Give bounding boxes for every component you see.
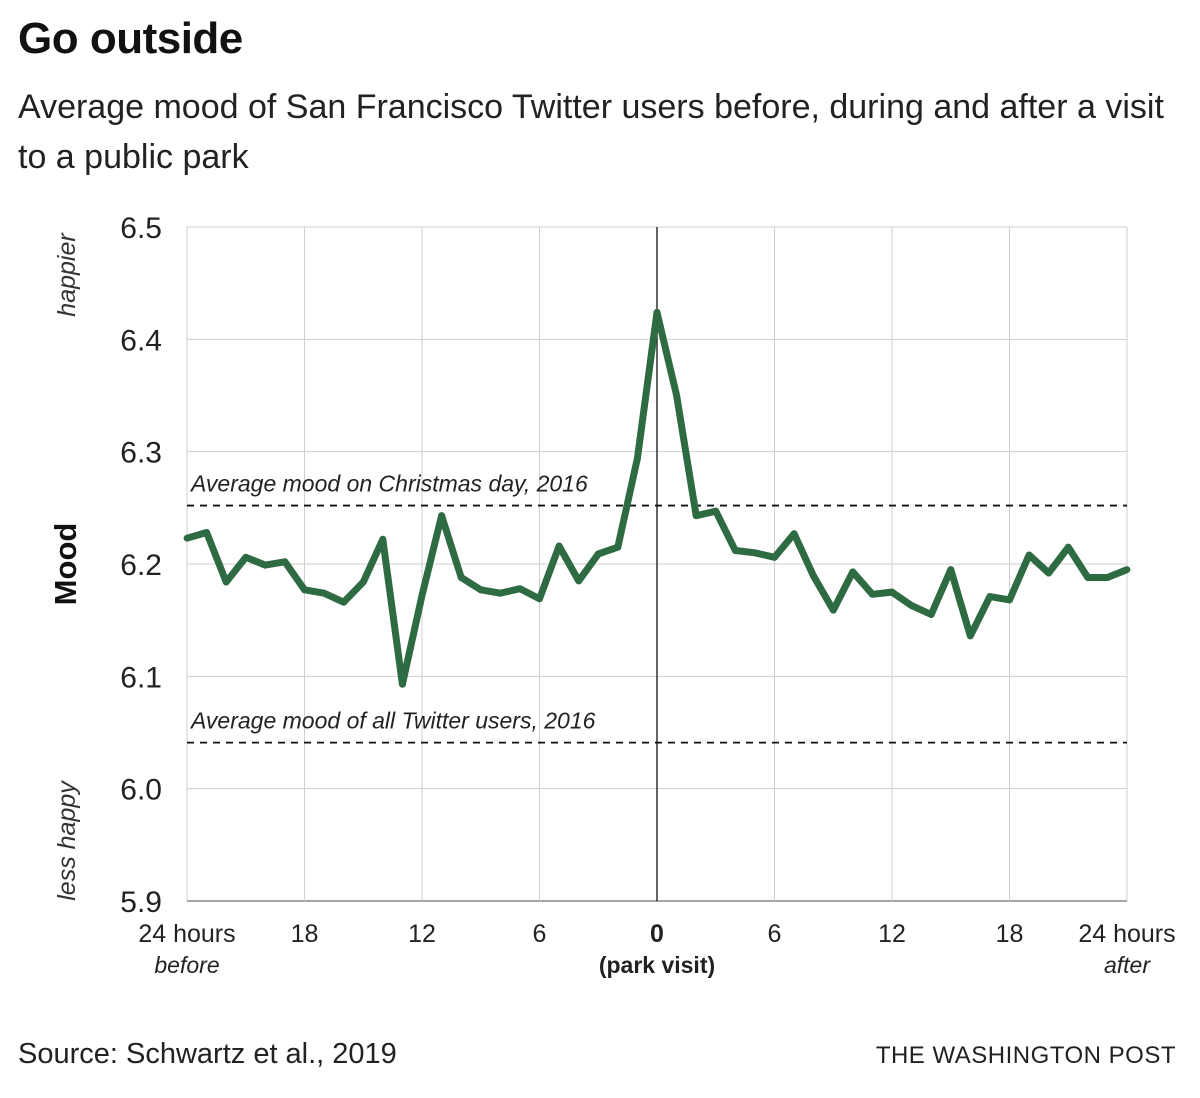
mood-data-point	[790, 530, 798, 538]
mood-data-point	[496, 589, 504, 597]
reference-line-label: Average mood of all Twitter users, 2016	[189, 708, 596, 734]
mood-data-point	[340, 598, 348, 606]
y-tick-label: 6.5	[120, 212, 162, 245]
mood-data-point	[653, 308, 661, 316]
y-axis-hint-top: happier	[53, 232, 81, 317]
x-tick-label: 6	[533, 920, 547, 948]
x-tick-label: 24 hours	[138, 920, 235, 948]
x-tick-label: 6	[768, 920, 782, 948]
mood-data-point	[457, 574, 465, 581]
mood-data-point	[1064, 543, 1072, 551]
x-tick-label: 18	[291, 920, 319, 948]
mood-data-point	[771, 553, 778, 561]
x-tick-label: 12	[878, 920, 906, 948]
reference-lines: Average mood on Christmas day, 2016 Avera…	[187, 471, 1127, 744]
mood-data-point	[301, 586, 308, 594]
y-tick-label: 6.4	[120, 324, 162, 357]
mood-data-point	[829, 606, 837, 614]
mood-data-point	[222, 578, 230, 586]
mood-data-point	[477, 586, 485, 594]
x-tick-sublabel: before	[154, 952, 219, 978]
y-tick-label: 5.9	[120, 886, 162, 919]
mood-data-point	[536, 595, 543, 603]
mood-data-point	[673, 392, 680, 399]
mood-data-point	[379, 535, 387, 543]
grid	[186, 226, 1128, 902]
mood-data-point	[359, 578, 367, 586]
mood-data-point	[281, 558, 289, 566]
y-axis: 5.9 6.0 6.1 6.2 6.3 6.4 6.5	[120, 212, 162, 919]
mood-data-point	[927, 611, 935, 618]
y-axis-title: Mood	[48, 523, 83, 606]
reference-line-label: Average mood on Christmas day, 2016	[189, 471, 588, 497]
mood-line-chart: 5.9 6.0 6.1 6.2 6.3 6.4 6.5 24 hours before 18 12…	[48, 212, 1176, 978]
mood-data-point	[810, 572, 818, 580]
mood-data-point	[1025, 551, 1033, 559]
mood-data-point	[594, 550, 602, 558]
x-tick-sublabel: (park visit)	[599, 952, 715, 978]
mood-data-point	[731, 547, 739, 554]
x-tick-label: 24 hours	[1078, 920, 1175, 948]
y-tick-label: 6.2	[120, 549, 162, 582]
publisher-credit: THE WASHINGTON POST	[875, 1042, 1176, 1069]
mood-data-point	[555, 542, 563, 550]
mood-data-point	[947, 566, 955, 574]
mood-data-point	[418, 592, 426, 599]
x-tick-label: 12	[408, 920, 436, 948]
mood-data-point	[966, 632, 974, 640]
mood-data-point	[692, 512, 700, 520]
mood-data-point	[908, 602, 915, 609]
mood-data-point	[261, 561, 269, 569]
y-tick-label: 6.1	[120, 661, 162, 694]
chart-title: Go outside	[18, 14, 243, 63]
mood-data-point	[1104, 574, 1111, 581]
mood-data-point	[1084, 574, 1092, 581]
mood-data-point	[183, 534, 191, 542]
mood-data-point	[634, 455, 641, 462]
mood-data-point	[751, 549, 759, 557]
mood-data-point	[575, 577, 583, 585]
chart-subtitle: Average mood of San Francisco Twitter us…	[18, 88, 1164, 176]
mood-data-point	[438, 512, 445, 520]
x-tick-label: 0	[650, 920, 664, 948]
mood-data-point	[1123, 566, 1131, 574]
mood-data-point	[712, 507, 720, 515]
mood-data-point	[869, 590, 876, 598]
mood-data-point	[888, 588, 896, 596]
y-tick-label: 6.0	[120, 774, 162, 807]
series	[183, 308, 1131, 688]
x-tick-sublabel: after	[1104, 952, 1151, 978]
mood-data-point	[242, 553, 250, 561]
mood-data-point	[614, 543, 622, 551]
mood-data-point	[986, 593, 994, 600]
x-axis: 24 hours before 18 12 6 0 (park visit) 6 12 18 24 …	[138, 920, 1175, 978]
x-tick-label: 18	[996, 920, 1024, 948]
mood-data-point	[1006, 596, 1013, 604]
mood-data-point	[849, 568, 857, 576]
y-tick-label: 6.3	[120, 437, 162, 470]
source-note: Source: Schwartz et al., 2019	[18, 1038, 397, 1070]
mood-data-point	[399, 680, 406, 688]
y-axis-hint-bottom: less happy	[53, 780, 81, 901]
mood-data-point	[203, 529, 210, 536]
mood-data-point	[516, 585, 524, 593]
mood-data-point	[1045, 569, 1053, 577]
mood-data-point	[320, 589, 328, 597]
